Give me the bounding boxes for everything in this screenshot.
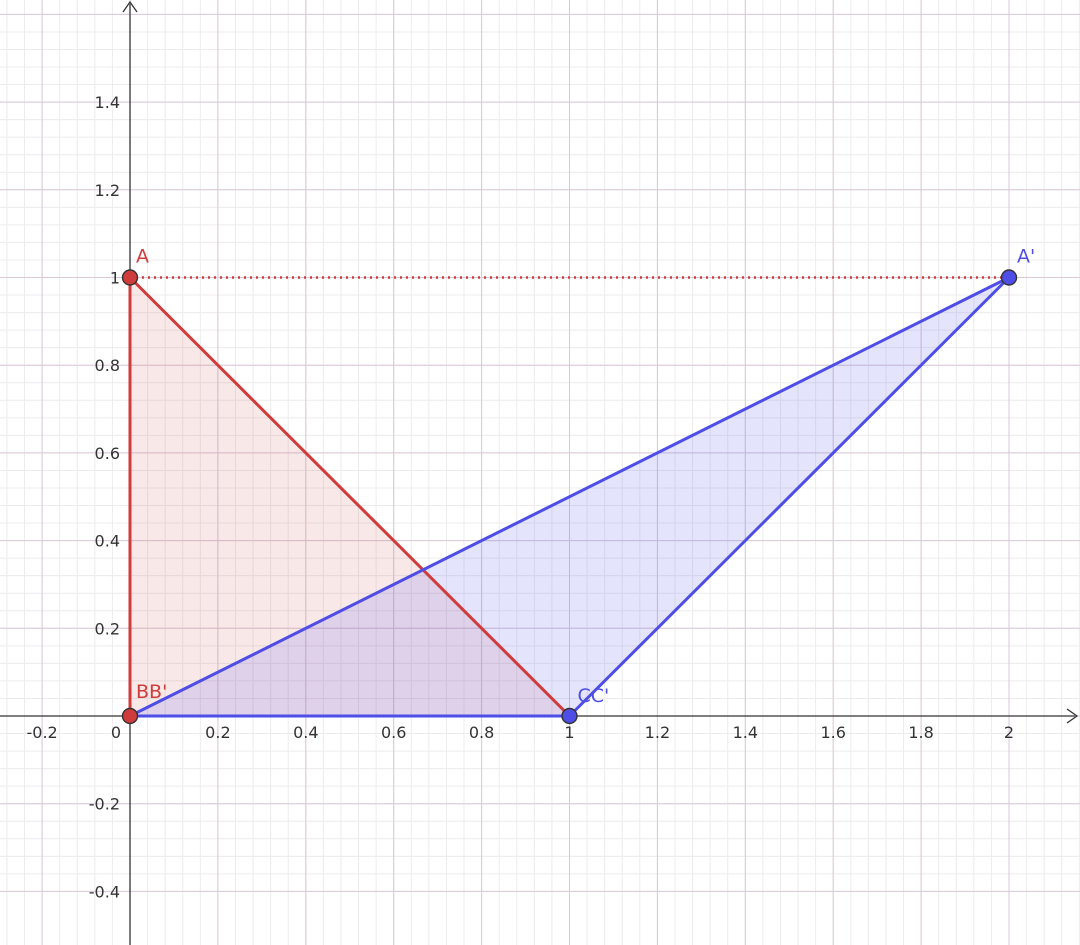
x-axis-arrow-icon [1066, 708, 1079, 724]
point-label-Ap: A' [1017, 246, 1035, 268]
point-label-B: BB' [136, 681, 167, 703]
x-tick-label: 0.8 [469, 723, 494, 742]
tick-labels: -0.2 0.2 0.4 0.6 0.8 1 1.2 1.4 1.6 1.8 2 -0.4 -0.2 0.… [26, 93, 1014, 901]
points [121, 269, 1018, 725]
red-triangle-edge [128, 276, 571, 718]
x-tick-label: 0.4 [293, 723, 318, 742]
point-B[interactable] [121, 707, 139, 725]
x-tick-label: 1 [564, 723, 574, 742]
point-labels: A BB' CC' A' [136, 246, 1035, 708]
y-tick-label: -0.4 [89, 882, 120, 901]
triangle-edges [128, 276, 1011, 718]
y-tick-label: 0.8 [95, 356, 120, 375]
x-tick-label: 1.2 [645, 723, 670, 742]
x-tick-label: 1.8 [908, 723, 933, 742]
x-tick-label: 2 [1004, 723, 1014, 742]
y-tick-label: 1.4 [95, 93, 120, 112]
x-tick-label: 0.6 [381, 723, 406, 742]
x-tick-label: -0.2 [26, 723, 57, 742]
y-tick-label: 1 [110, 269, 120, 288]
point-A[interactable] [121, 269, 139, 286]
blue-triangle-edge [568, 276, 1011, 718]
blue-triangle-edge [128, 276, 1011, 718]
x-tick-label: 1.6 [820, 723, 845, 742]
point-label-A: A [136, 246, 149, 268]
origin-label: 0 [111, 723, 121, 742]
point-label-C: CC' [578, 685, 610, 707]
x-tick-label: 1.4 [733, 723, 758, 742]
y-tick-label: 0.2 [95, 619, 120, 638]
x-tick-label: 0.2 [205, 723, 230, 742]
y-axis-arrow-icon [122, 0, 138, 13]
y-tick-label: 1.2 [95, 181, 120, 200]
y-tick-label: -0.2 [89, 795, 120, 814]
y-tick-label: 0.6 [95, 444, 120, 463]
y-tick-label: 0.4 [95, 532, 120, 551]
point-Ap[interactable] [1000, 269, 1018, 286]
point-C[interactable] [561, 707, 578, 725]
